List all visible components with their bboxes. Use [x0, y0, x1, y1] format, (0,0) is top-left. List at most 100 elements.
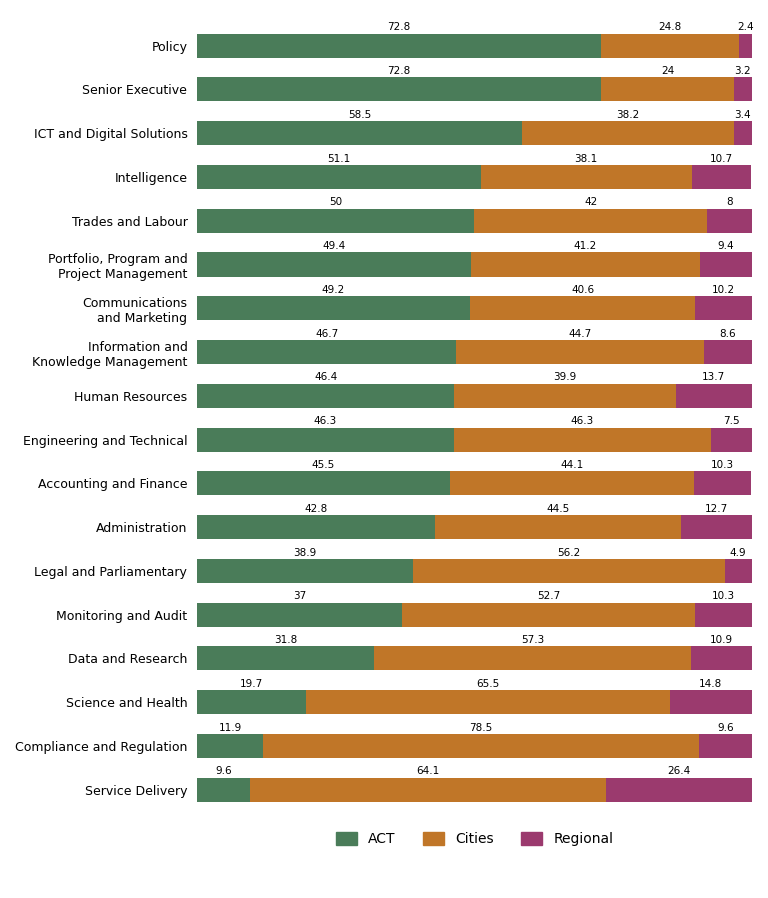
Bar	[470, 296, 695, 321]
Bar	[694, 471, 751, 496]
Bar	[699, 734, 752, 758]
Text: 50: 50	[329, 198, 343, 207]
Text: 72.8: 72.8	[387, 22, 411, 32]
Text: 46.7: 46.7	[315, 329, 338, 339]
Text: 11.9: 11.9	[218, 723, 242, 733]
Bar	[601, 77, 734, 101]
Text: 10.2: 10.2	[712, 285, 735, 295]
Text: 49.2: 49.2	[322, 285, 345, 295]
Bar	[733, 121, 753, 145]
Bar	[197, 165, 481, 189]
Text: 13.7: 13.7	[702, 373, 726, 383]
Text: 3.4: 3.4	[735, 110, 751, 119]
Bar	[734, 77, 752, 101]
Text: 12.7: 12.7	[705, 504, 728, 514]
Bar	[725, 559, 752, 583]
Text: 10.3: 10.3	[711, 460, 734, 470]
Text: 42.8: 42.8	[304, 504, 327, 514]
Text: 42: 42	[584, 198, 598, 207]
Bar	[521, 121, 733, 145]
Text: 37: 37	[293, 591, 306, 602]
Bar	[707, 208, 752, 233]
Bar	[606, 778, 753, 802]
Bar	[456, 340, 704, 364]
Text: 24: 24	[661, 66, 674, 76]
Bar	[481, 165, 692, 189]
Text: 72.8: 72.8	[387, 66, 411, 76]
Text: 38.9: 38.9	[293, 548, 316, 558]
Bar	[197, 734, 263, 758]
Text: 10.3: 10.3	[712, 591, 735, 602]
Text: 31.8: 31.8	[273, 635, 297, 645]
Text: 46.3: 46.3	[571, 416, 594, 427]
Bar	[681, 515, 752, 539]
Text: 38.2: 38.2	[616, 110, 639, 119]
Bar	[197, 471, 449, 496]
Bar	[197, 252, 471, 277]
Bar	[373, 647, 691, 671]
Bar	[263, 734, 699, 758]
Bar	[676, 383, 752, 408]
Text: 46.3: 46.3	[314, 416, 337, 427]
Text: 10.9: 10.9	[710, 635, 733, 645]
Bar	[455, 383, 676, 408]
Text: 7.5: 7.5	[723, 416, 740, 427]
Bar	[454, 427, 710, 452]
Bar	[670, 691, 752, 714]
Bar	[700, 252, 752, 277]
Bar	[449, 471, 694, 496]
Bar	[197, 208, 475, 233]
Text: 44.5: 44.5	[546, 504, 570, 514]
Bar	[471, 252, 700, 277]
Bar	[739, 33, 752, 57]
Bar	[402, 603, 695, 627]
Bar	[197, 427, 454, 452]
Bar	[692, 165, 751, 189]
Bar	[197, 691, 306, 714]
Text: 58.5: 58.5	[348, 110, 371, 119]
Text: 57.3: 57.3	[521, 635, 544, 645]
Text: 10.7: 10.7	[710, 154, 733, 163]
Bar	[197, 77, 601, 101]
Bar	[197, 33, 601, 57]
Text: 65.5: 65.5	[476, 679, 500, 689]
Text: 14.8: 14.8	[699, 679, 723, 689]
Text: 40.6: 40.6	[571, 285, 594, 295]
Bar	[413, 559, 725, 583]
Bar	[197, 296, 470, 321]
Text: 56.2: 56.2	[557, 548, 581, 558]
Text: 4.9: 4.9	[730, 548, 746, 558]
Bar	[197, 515, 435, 539]
Bar	[704, 340, 752, 364]
Text: 51.1: 51.1	[327, 154, 350, 163]
Bar	[691, 647, 752, 671]
Bar	[306, 691, 670, 714]
Bar	[695, 603, 752, 627]
Text: 49.4: 49.4	[323, 242, 346, 251]
Bar	[197, 559, 413, 583]
Text: 24.8: 24.8	[658, 22, 681, 32]
Bar	[601, 33, 739, 57]
Text: 78.5: 78.5	[469, 723, 492, 733]
Bar	[710, 427, 753, 452]
Text: 52.7: 52.7	[537, 591, 560, 602]
Text: 8: 8	[727, 198, 733, 207]
Text: 38.1: 38.1	[574, 154, 598, 163]
Text: 44.7: 44.7	[568, 329, 592, 339]
Text: 64.1: 64.1	[416, 766, 440, 777]
Text: 9.4: 9.4	[717, 242, 734, 251]
Text: 9.6: 9.6	[215, 766, 232, 777]
Text: 26.4: 26.4	[667, 766, 690, 777]
Text: 46.4: 46.4	[314, 373, 337, 383]
Bar	[197, 778, 250, 802]
Bar	[695, 296, 752, 321]
Bar	[475, 208, 707, 233]
Text: 39.9: 39.9	[554, 373, 577, 383]
Text: 9.6: 9.6	[717, 723, 733, 733]
Text: 41.2: 41.2	[574, 242, 597, 251]
Text: 45.5: 45.5	[312, 460, 335, 470]
Legend: ACT, Cities, Regional: ACT, Cities, Regional	[330, 827, 619, 852]
Bar	[197, 603, 402, 627]
Bar	[197, 383, 455, 408]
Bar	[197, 340, 456, 364]
